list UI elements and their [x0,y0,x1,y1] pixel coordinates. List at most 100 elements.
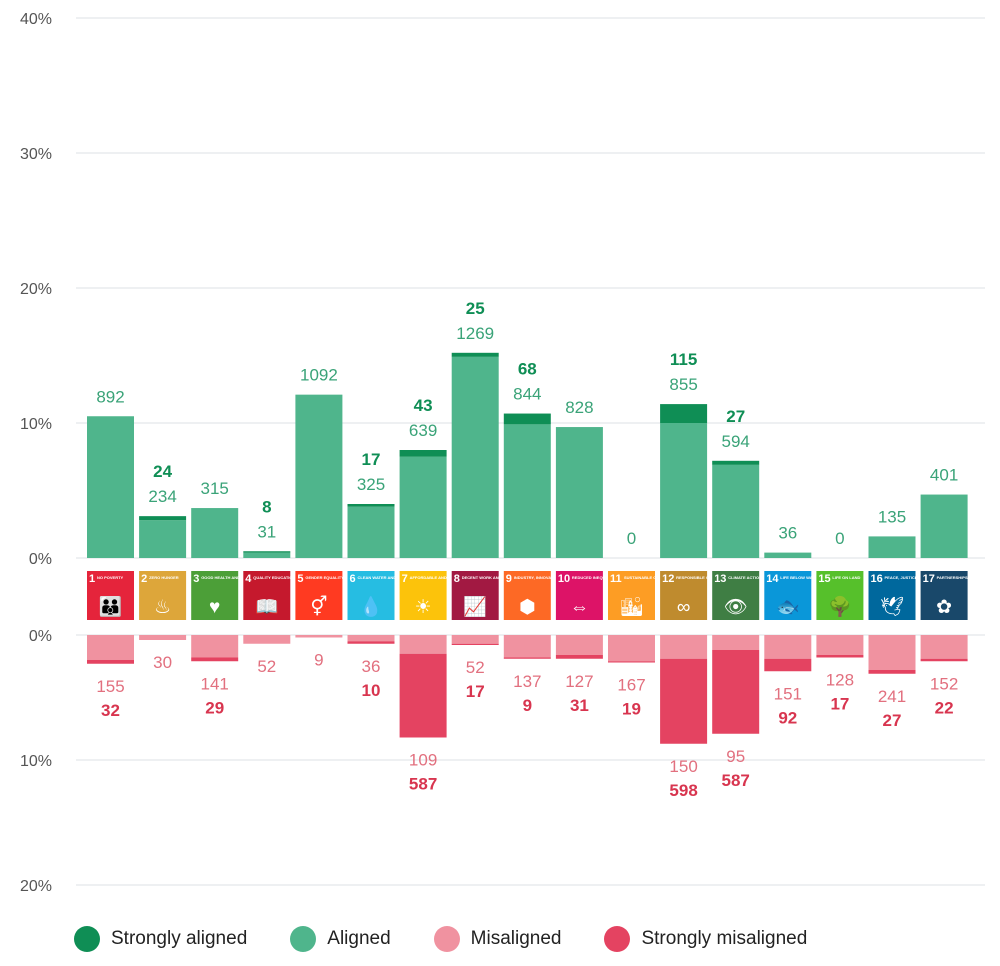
legend-swatch [433,926,460,952]
bar-strongly-misaligned [608,661,655,663]
data-label-strongly-misaligned: 598 [669,781,697,800]
data-label-misaligned: 151 [774,684,802,703]
bar-strongly-misaligned [503,657,551,659]
legend-label: Aligned [327,928,391,949]
sdg-icon-4: 4 QUALITY EDUCATION 📖 [243,571,295,620]
y-tick-label: 30% [20,146,52,163]
data-label-strongly-misaligned: 10 [362,681,381,700]
sdg-icon-number: 8 [454,573,460,585]
data-label-strongly-aligned: 27 [726,407,745,426]
data-label-aligned: 0 [627,529,636,548]
bar-strongly-aligned [347,504,395,507]
sdg-icon-1: 1 NO POVERTY 👪 [87,571,134,620]
sdg-icon-title: REDUCED INEQUALITIES [572,575,621,580]
bar-strongly-aligned [243,551,291,553]
sdg-icon-title: CLEAN WATER AND SANITATION [358,575,422,580]
sdg-icon-background [295,571,343,620]
bar-aligned [399,456,447,558]
data-label-misaligned: 141 [201,674,229,693]
data-label-aligned: 1269 [456,324,494,343]
sdg-icon-glyph: 👪 [99,595,123,618]
data-label-aligned: 234 [148,487,176,506]
bar-strongly-misaligned [712,650,760,734]
sdg-icon-glyph: 📈 [463,595,487,618]
data-label-aligned: 325 [357,475,385,494]
bar-misaligned [243,635,291,644]
sdg-icons: 1 NO POVERTY 👪 2 ZERO HUNGER ♨ 3 GOOD HEALTH AN… [87,571,1000,620]
sdg-icon-number: 2 [141,573,147,585]
data-label-strongly-misaligned: 17 [466,682,485,701]
bar-aligned [712,464,760,558]
sdg-icon-title: CLIMATE ACTION [728,575,762,580]
sdg-icon-glyph: ∞ [677,597,691,618]
sdg-icon-background [920,571,968,620]
sdg-icon-13: 13 CLIMATE ACTION 👁 [712,571,762,620]
data-label-aligned: 36 [778,524,797,543]
data-label-strongly-aligned: 25 [466,299,485,318]
data-label-aligned: 401 [930,466,958,485]
sdg-icon-background [660,571,708,620]
y-tick-label: 20% [20,878,52,895]
data-label-misaligned: 155 [96,677,124,696]
bar-misaligned [191,635,239,658]
data-label-aligned: 892 [96,387,124,406]
sdg-icon-background [139,571,187,620]
sdg-icon-number: 17 [923,573,935,585]
data-label-strongly-misaligned: 32 [101,701,120,720]
legend-label: Strongly misaligned [641,928,808,949]
data-label-aligned: 594 [722,432,750,451]
data-label-aligned: 315 [201,479,229,498]
data-label-aligned: 0 [835,529,844,548]
bar-misaligned [139,635,187,640]
legend-item: Strongly misaligned [604,926,807,952]
bar-misaligned [608,635,655,662]
bar-strongly-aligned [503,413,551,425]
data-label-misaligned: 95 [726,747,745,766]
sdg-icon-number: 10 [558,573,570,585]
data-label-misaligned: 150 [669,757,697,776]
sdg-icon-glyph: 🌳 [828,595,852,618]
bar-misaligned [920,635,968,659]
sdg-icon-14: 14 LIFE BELOW WATER 🐟 [764,571,820,620]
bar-aligned [764,552,812,558]
data-label-strongly-aligned: 115 [670,350,697,369]
sdg-icon-background [712,571,760,620]
bars [87,352,968,744]
sdg-icon-number: 14 [766,573,779,585]
legend-label: Misaligned [470,928,562,949]
sdg-icon-glyph: ⇔ [570,597,589,618]
bar-misaligned [816,635,864,655]
sdg-icon-glyph: 👁 [724,597,748,618]
legend-item: Aligned [290,926,391,952]
data-label-misaligned: 241 [878,687,906,706]
sdg-icon-title: GENDER EQUALITY [305,575,344,580]
bar-strongly-aligned [660,404,708,423]
sdg-icon-number: 16 [871,573,883,585]
data-label-aligned: 828 [565,398,593,417]
bar-strongly-misaligned [87,660,134,664]
legend-swatch [74,926,100,952]
bar-misaligned [660,635,708,659]
bar-aligned [920,494,968,558]
sdg-icon-title: PARTNERSHIPS FOR THE GOALS [937,575,1000,580]
y-axis-ticks: 0% 10% 20% 30% 40% 0% 10% 20% [20,11,52,895]
data-label-aligned: 31 [257,522,276,541]
bar-misaligned [399,635,447,654]
data-label-misaligned: 152 [930,674,958,693]
data-label-aligned: 844 [513,385,541,404]
data-label-strongly-misaligned: 29 [205,698,224,717]
data-label-strongly-aligned: 17 [362,450,381,469]
bar-aligned [295,394,343,558]
y-tick-label: 10% [20,753,52,770]
data-label-strongly-misaligned: 31 [570,696,589,715]
data-label-strongly-misaligned: 19 [622,700,641,719]
sdg-icon-7: 7 AFFORDABLE AND CLEAN ENERGY ☀ [399,571,480,620]
bar-aligned [660,423,708,558]
sdg-icon-background [243,571,291,620]
legend-item: Misaligned [433,926,562,952]
legend-item: Strongly aligned [74,926,247,952]
sdg-icon-title: LIFE BELOW WATER [780,575,820,580]
sdg-icon-background [503,571,551,620]
y-tick-label: 10% [20,416,52,433]
bar-aligned [243,552,291,558]
